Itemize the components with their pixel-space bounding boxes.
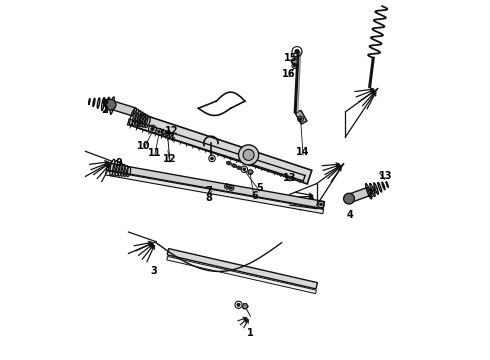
Circle shape	[226, 185, 228, 188]
Circle shape	[151, 127, 154, 131]
Circle shape	[243, 168, 246, 171]
Circle shape	[211, 157, 214, 160]
Text: 15: 15	[284, 53, 297, 63]
Polygon shape	[105, 171, 323, 214]
Text: 13: 13	[379, 171, 392, 181]
Text: 4: 4	[346, 210, 353, 220]
Text: 16: 16	[282, 69, 295, 79]
Ellipse shape	[226, 161, 231, 165]
Text: 13: 13	[283, 173, 296, 183]
Polygon shape	[347, 188, 370, 203]
Text: 9: 9	[115, 158, 122, 168]
Polygon shape	[137, 114, 312, 184]
Circle shape	[102, 99, 108, 105]
Circle shape	[157, 130, 160, 133]
Circle shape	[295, 49, 299, 54]
Text: 2: 2	[101, 105, 108, 115]
Polygon shape	[106, 163, 324, 209]
Text: 11: 11	[148, 148, 161, 158]
Ellipse shape	[237, 166, 242, 170]
Circle shape	[373, 189, 375, 192]
Text: 8: 8	[205, 193, 212, 203]
Circle shape	[294, 65, 295, 67]
Ellipse shape	[232, 164, 237, 167]
Polygon shape	[291, 59, 298, 64]
Circle shape	[237, 303, 240, 306]
Circle shape	[230, 187, 232, 189]
Text: 10: 10	[137, 141, 150, 151]
Text: 3: 3	[150, 266, 157, 276]
Polygon shape	[295, 110, 307, 124]
Text: 6: 6	[251, 191, 258, 201]
Text: 2: 2	[367, 189, 373, 199]
Circle shape	[299, 118, 302, 120]
Text: 1: 1	[247, 328, 254, 338]
Circle shape	[105, 99, 116, 110]
Text: 14: 14	[296, 147, 310, 157]
Text: 7: 7	[205, 186, 212, 197]
Circle shape	[343, 193, 354, 204]
Polygon shape	[112, 101, 135, 116]
Circle shape	[239, 145, 259, 165]
Text: 5: 5	[257, 183, 264, 193]
Circle shape	[243, 149, 254, 161]
Circle shape	[319, 203, 322, 206]
Polygon shape	[167, 248, 318, 289]
Polygon shape	[242, 304, 248, 309]
Text: 12: 12	[165, 126, 178, 135]
Text: 12: 12	[163, 154, 176, 164]
Polygon shape	[248, 170, 253, 174]
Polygon shape	[167, 256, 317, 294]
